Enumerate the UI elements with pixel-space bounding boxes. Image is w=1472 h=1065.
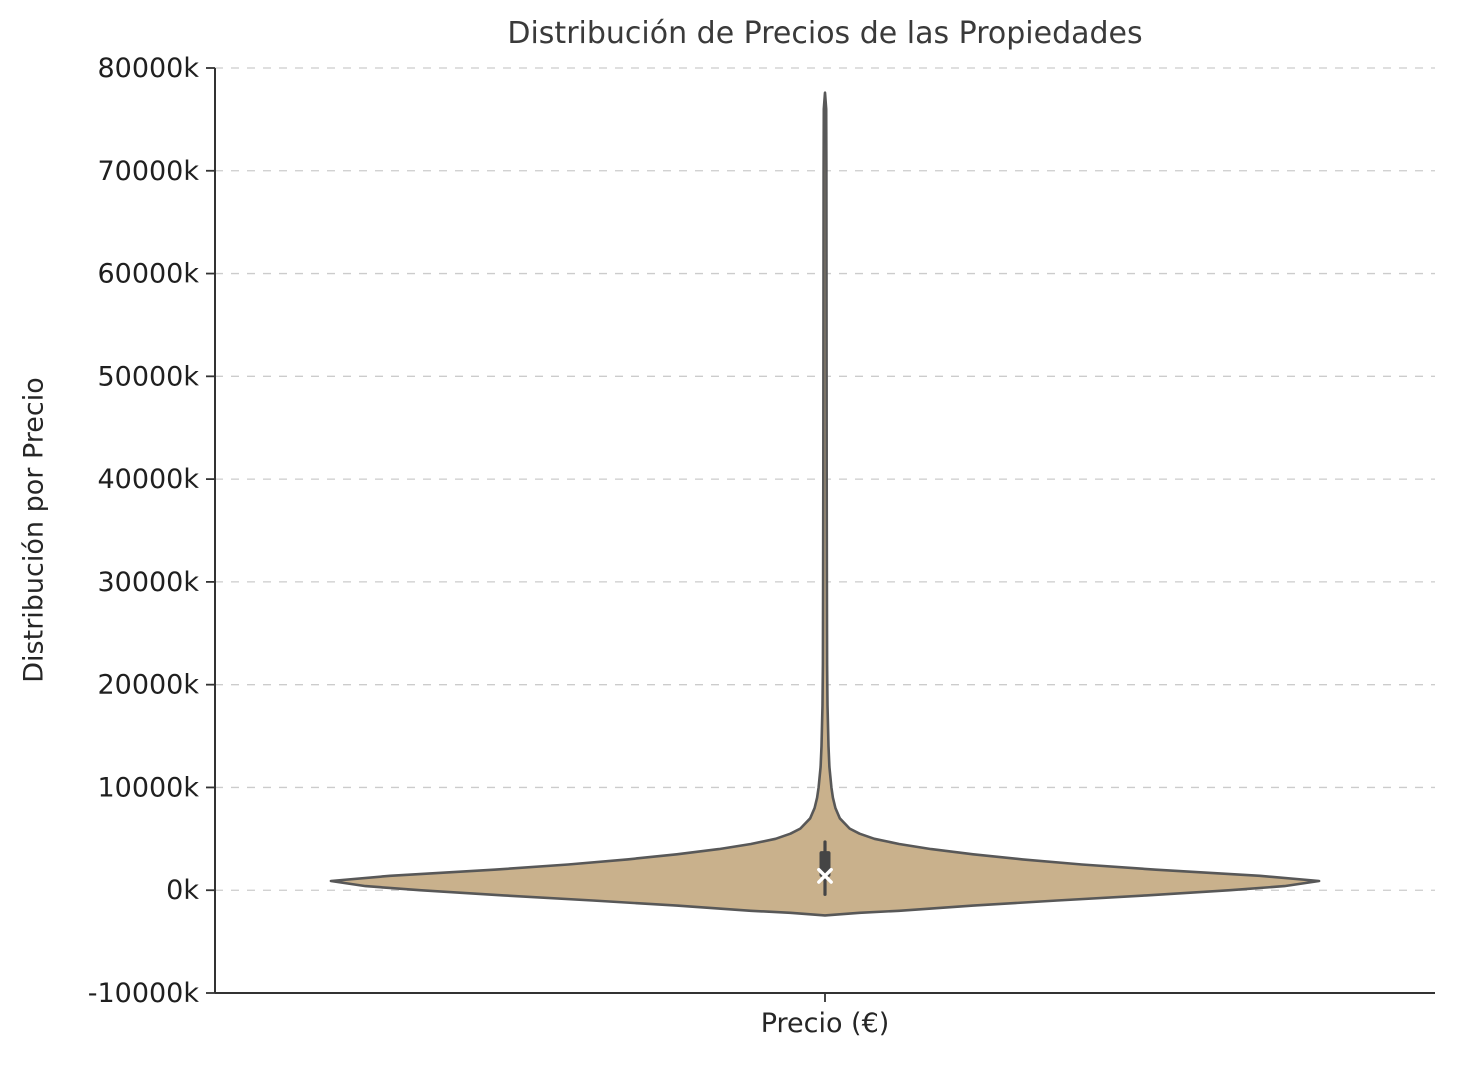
violin-shape xyxy=(329,91,1321,917)
x-axis-tick-label: Precio (€) xyxy=(760,1008,890,1039)
median-marker xyxy=(817,867,833,884)
y-tick-label: 10000k xyxy=(97,772,199,803)
y-tick-label: 0k xyxy=(166,875,199,906)
y-tick-label: 70000k xyxy=(97,156,199,187)
y-tick-label: 40000k xyxy=(97,464,199,495)
y-tick-label: 50000k xyxy=(97,361,199,392)
box-iqr xyxy=(819,851,831,877)
y-tick-label: 20000k xyxy=(97,670,199,701)
chart-title: Distribución de Precios de las Propiedad… xyxy=(507,16,1143,51)
y-tick-label: -10000k xyxy=(88,978,200,1009)
y-tick-label: 60000k xyxy=(97,259,199,290)
y-tick-label: 30000k xyxy=(97,567,199,598)
y-tick-label: 80000k xyxy=(97,53,199,84)
